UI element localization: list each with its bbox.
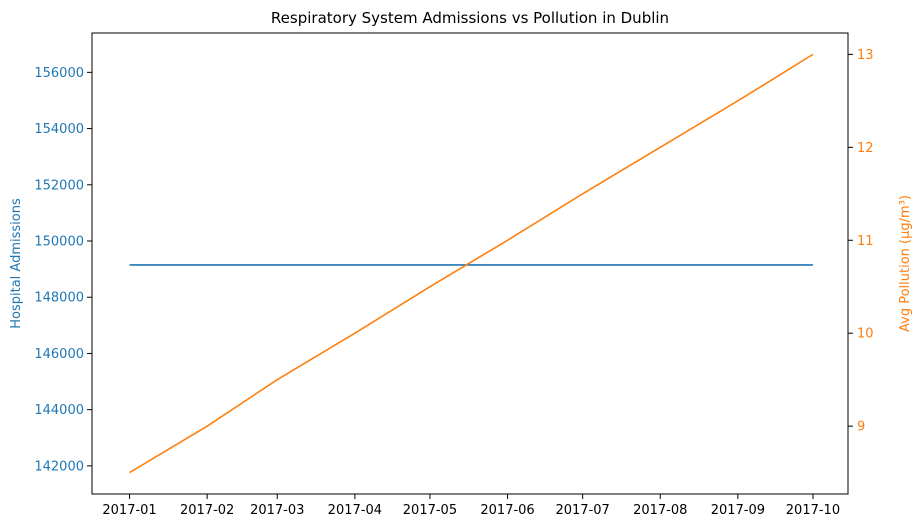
- plot-frame: [91, 32, 849, 495]
- y-right-tick-label: 13: [857, 48, 874, 63]
- x-tick-label: 2017-02: [180, 503, 234, 518]
- y-axis-right-title: Avg Pollution (µg/m³): [898, 195, 913, 332]
- y-left-tick-label: 150000: [34, 235, 84, 250]
- x-tick-label: 2017-07: [555, 503, 609, 518]
- x-tick-label: 2017-04: [328, 503, 382, 518]
- x-tick-label: 2017-05: [403, 503, 457, 518]
- pollution-series-line: [129, 53, 814, 474]
- y-left-tick-label: 144000: [34, 403, 84, 418]
- plot-layer: [129, 53, 814, 474]
- x-tick-label: 2017-03: [250, 503, 304, 518]
- x-tick-label: 2017-01: [102, 503, 156, 518]
- y-right-tick-label: 12: [857, 141, 874, 156]
- y-axis-right: 9 10 11 12 13: [848, 48, 874, 435]
- y-left-tick-label: 154000: [34, 122, 84, 137]
- y-right-tick-label: 9: [857, 420, 865, 435]
- x-tick-label: 2017-08: [633, 503, 687, 518]
- y-left-tick-label: 146000: [34, 347, 84, 362]
- y-right-tick-label: 10: [857, 327, 874, 342]
- x-tick-label: 2017-10: [786, 503, 840, 518]
- y-right-tick-label: 11: [857, 234, 874, 249]
- y-left-tick-label: 156000: [34, 66, 84, 81]
- chart-title: Respiratory System Admissions vs Polluti…: [271, 9, 669, 27]
- x-axis: 2017-01 2017-02 2017-03 2017-04 2017-05 2017-…: [102, 494, 840, 518]
- y-left-tick-label: 148000: [34, 291, 84, 306]
- y-left-tick-label: 142000: [34, 459, 84, 474]
- y-left-tick-label: 152000: [34, 178, 84, 193]
- y-axis-left: 142000 144000 146000 148000 150000 152000 1540…: [34, 66, 92, 474]
- y-axis-left-title: Hospital Admissions: [9, 198, 24, 329]
- x-tick-label: 2017-09: [711, 503, 765, 518]
- x-tick-label: 2017-06: [480, 503, 534, 518]
